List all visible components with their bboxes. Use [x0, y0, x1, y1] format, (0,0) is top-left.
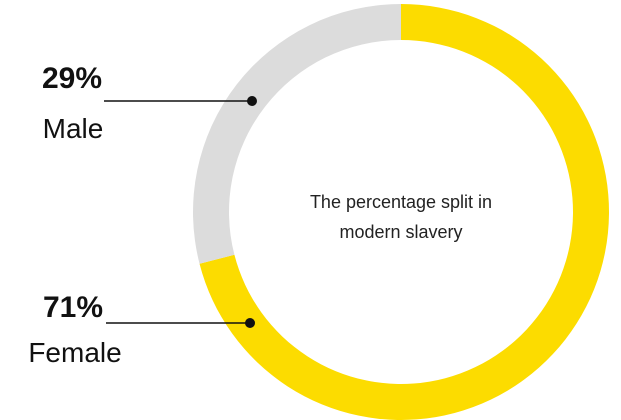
female-leader-dot	[245, 318, 255, 328]
male-percent-label: 29%	[42, 62, 102, 95]
center-label-line-2: modern slavery	[339, 222, 462, 242]
female-category-label: Female	[28, 337, 121, 368]
female-percent-label: 71%	[43, 291, 103, 324]
male-leader-dot	[247, 96, 257, 106]
center-label-line-1: The percentage split in	[310, 192, 492, 212]
donut-slices	[192, 4, 609, 420]
male-category-label: Male	[43, 113, 104, 144]
slice-male	[192, 4, 401, 264]
